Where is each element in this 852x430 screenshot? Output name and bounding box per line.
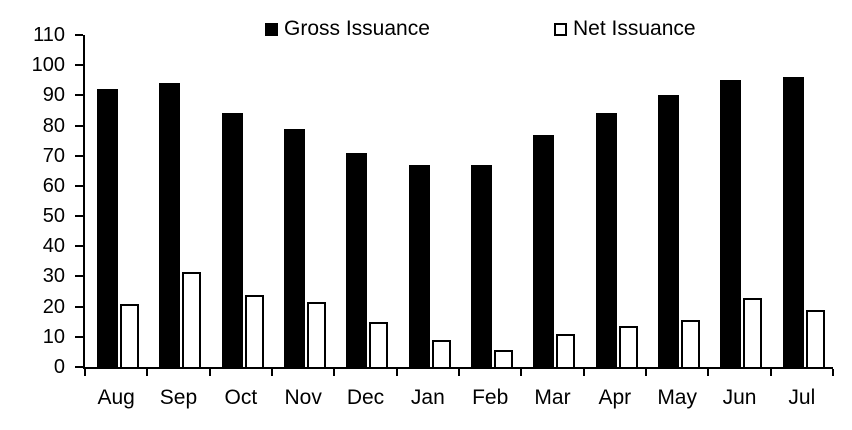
net-issuance-bar [307, 302, 326, 369]
x-axis-tick [832, 369, 834, 376]
month-label: Feb [472, 386, 509, 409]
gross-issuance-bar [782, 77, 804, 367]
y-axis-tick [75, 184, 83, 187]
gross-issuance-bar [97, 89, 118, 367]
x-axis-tick [769, 369, 772, 376]
month-label: Mar [534, 386, 571, 409]
month-label: Nov [284, 386, 322, 409]
net-issuance-bar [618, 326, 638, 369]
gross-issuance-bar [221, 113, 243, 367]
net-issuance-bar [494, 350, 513, 369]
net-issuance-swatch-icon [554, 22, 567, 36]
net-issuance-bar [681, 320, 700, 369]
y-axis-tick-label: 20 [42, 295, 65, 318]
y-axis-tick [75, 275, 83, 278]
net-issuance-bar [743, 298, 763, 369]
y-axis-tick-label: 40 [42, 235, 65, 258]
gross-issuance-bar [284, 129, 305, 367]
month-label: Oct [224, 386, 258, 409]
month-label: May [657, 386, 697, 409]
x-axis-tick [208, 369, 211, 376]
x-axis-tick [271, 369, 273, 376]
y-axis-tick-label: 100 [31, 54, 65, 77]
net-issuance-bar [556, 334, 576, 369]
y-axis-tick-label: 110 [33, 24, 65, 46]
y-axis-tick [75, 154, 83, 157]
gross-issuance-bar [408, 165, 430, 367]
legend-item-net-issuance: Net Issuance [554, 17, 696, 40]
y-axis-tick [75, 305, 83, 308]
gross-issuance-bar [720, 80, 742, 367]
y-axis-tick-label: 10 [42, 325, 65, 348]
y-axis-tick-label: 90 [42, 84, 65, 107]
y-axis-tick [75, 366, 83, 368]
month-label: Dec [346, 386, 385, 409]
gross-issuance-bar [159, 83, 181, 367]
legend-label-gross-issuance: Gross Issuance [284, 17, 430, 40]
y-axis-tick [75, 94, 83, 97]
y-axis-tick-label: 60 [42, 174, 65, 197]
y-axis-tick [75, 124, 83, 127]
legend-label-net-issuance: Net Issuance [573, 17, 696, 40]
net-issuance-bar [120, 304, 139, 369]
gross-issuance-bar [658, 95, 679, 367]
y-axis-tick-label: 0 [53, 356, 65, 378]
net-issuance-bar [369, 322, 389, 369]
net-issuance-bar [431, 340, 451, 369]
month-label: Aug [97, 386, 135, 409]
x-axis-tick [520, 369, 523, 376]
net-issuance-bar [244, 295, 264, 369]
y-axis-tick [75, 335, 83, 338]
x-axis-line [83, 367, 833, 369]
x-axis-tick [582, 369, 585, 376]
month-label: Jun [722, 386, 757, 409]
y-axis-tick [75, 64, 83, 67]
y-axis-tick-label: 30 [42, 265, 65, 288]
y-axis-tick [75, 245, 83, 248]
x-axis-tick [333, 369, 336, 376]
y-axis-tick-label: 50 [42, 205, 65, 228]
month-label: Jul [788, 386, 816, 409]
x-axis-tick [84, 369, 86, 376]
x-axis-tick [707, 369, 710, 376]
gross-issuance-bar [346, 153, 368, 367]
gross-issuance-bar [595, 113, 617, 367]
y-axis-line [83, 35, 85, 369]
net-issuance-bar [805, 310, 825, 369]
y-axis-tick-label: 70 [42, 144, 65, 167]
month-label: Sep [159, 386, 198, 409]
x-axis-tick [395, 369, 398, 376]
legend-item-gross-issuance: Gross Issuance [265, 17, 430, 40]
net-issuance-bar [182, 272, 202, 369]
gross-issuance-swatch-icon [265, 22, 278, 36]
gross-issuance-bar [471, 165, 492, 367]
y-axis-tick [75, 215, 83, 218]
y-axis-tick [75, 34, 83, 36]
x-axis-tick [458, 369, 460, 376]
gross-issuance-bar [533, 135, 555, 367]
y-axis-tick-label: 80 [42, 114, 65, 137]
month-label: Apr [598, 386, 632, 409]
month-label: Jan [410, 386, 445, 409]
x-axis-tick [645, 369, 647, 376]
x-axis-tick [146, 369, 149, 376]
